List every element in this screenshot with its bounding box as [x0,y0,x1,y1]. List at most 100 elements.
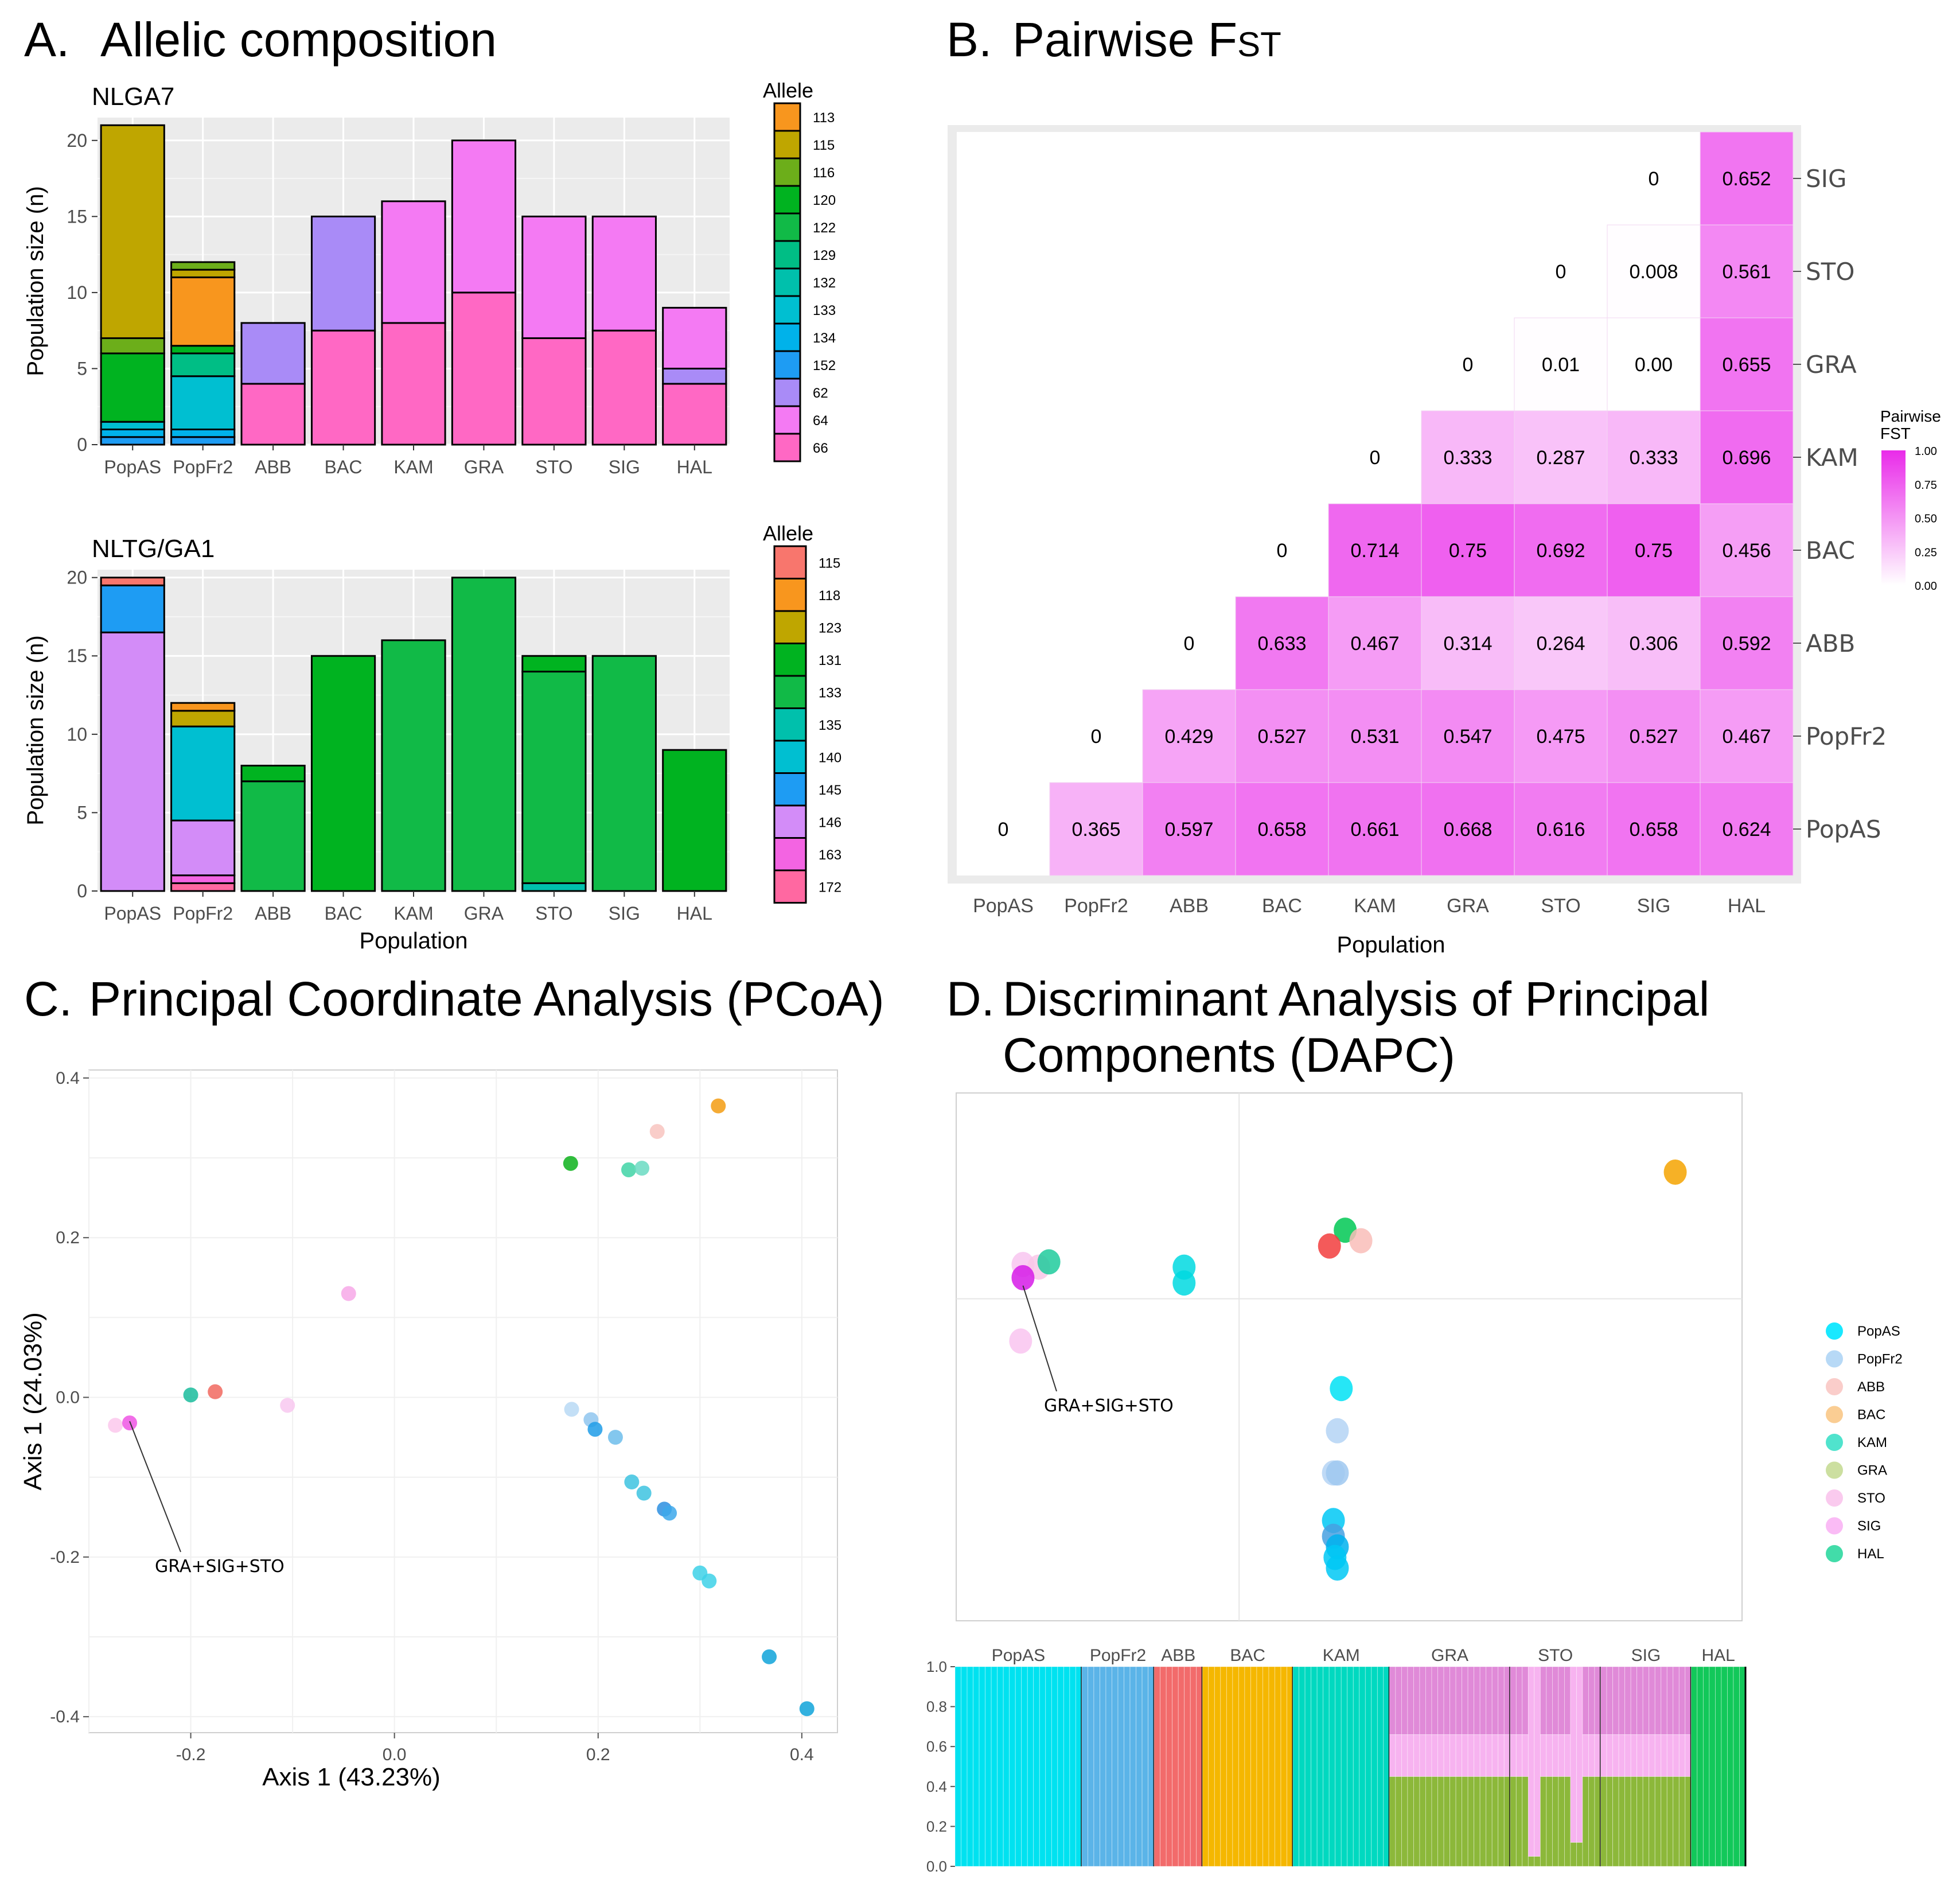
membership-bar-GRA-13-0 [1467,1776,1475,1867]
membership-bar-STO-8-1 [1558,1734,1565,1777]
panel-b-label: B. [946,13,992,67]
x-tick-label: ABB [255,457,291,477]
heat-cell-label: 0.668 [1443,819,1492,841]
membership-bar-BAC-0-0 [1202,1666,1209,1867]
legend-label: 172 [819,880,841,895]
membership-bar-BAC-10-0 [1262,1666,1269,1867]
scatter-point-2 [563,1155,578,1171]
bar-segment-STO-66 [521,337,587,446]
x-tick-label: GRA [464,903,504,924]
x-axis-title: Population [1336,932,1445,958]
membership-bar-STO-3-1 [1528,1666,1535,1857]
membership-bar-GRA-13-2 [1467,1666,1475,1735]
heat-cell-label: 0.655 [1722,354,1771,376]
legend-label: 132 [813,275,836,291]
dapc-point-0 [1663,1160,1687,1185]
membership-bar-GRA-13-1 [1467,1734,1475,1777]
scatter-point-7 [208,1384,223,1399]
y-tick-label: 15 [67,645,87,666]
membership-bar-SIG-11-0 [1666,1776,1674,1867]
membership-bar-STO-2-0 [1522,1776,1529,1867]
membership-bar-STO-13-0 [1588,1776,1595,1867]
legend-key-172 [773,869,807,904]
membership-bar-STO-7-0 [1552,1776,1559,1867]
heat-cell-label: 0 [998,819,1009,841]
heat-cell-SIG-ABB [1607,596,1701,690]
legend-key-132 [773,267,801,297]
bar-segment-STO-64 [521,215,587,339]
membership-bar-PopAS-19-0 [1069,1666,1076,1867]
membership-bar-GRA-1-0 [1395,1776,1402,1867]
legend-label: 140 [819,750,841,765]
y-tick-label: 0.4 [926,1778,947,1795]
membership-bar-GRA-15-1 [1479,1734,1487,1777]
membership-bar-PopAS-8-0 [1003,1666,1010,1867]
legend-label: 122 [813,220,836,236]
bar-segment-PopFr2-133 [170,375,236,430]
y-tick-label: PopFr2 [1806,722,1887,750]
membership-bar-PopFr2-4-0 [1105,1666,1112,1867]
heat-cell-HAL-GRA [1700,317,1794,411]
membership-bar-GRA-16-0 [1486,1776,1493,1867]
heat-cell-PopFr2-PopAS [1049,782,1143,876]
membership-bar-SIG-11-2 [1666,1666,1674,1735]
membership-bar-KAM-9-0 [1347,1666,1354,1867]
panel-c-title: Principal Coordinate Analysis (PCoA) [89,972,884,1026]
membership-bar-PopAS-17-0 [1057,1666,1064,1867]
membership-bar-STO-9-2 [1564,1666,1571,1735]
membership-bar-PopFr2-3-0 [1100,1666,1106,1867]
y-tick-label: 0 [77,434,87,455]
membership-bar-GRA-3-2 [1407,1666,1414,1735]
x-tick-label: 0.2 [586,1745,610,1764]
membership-bar-GRA-12-0 [1462,1776,1468,1867]
heat-cell-label: 0.429 [1164,726,1213,748]
y-tick-label: -0.4 [50,1707,80,1726]
legend-key-133 [773,675,807,709]
x-tick-label: PopFr2 [173,903,233,924]
heat-cell-ABB-PopFr2 [1142,689,1236,783]
membership-bar-KAM-14-0 [1377,1666,1384,1867]
membership-bar-BAC-9-0 [1256,1666,1263,1867]
heat-cell-label: 0.527 [1629,726,1678,748]
y-tick-label: 5 [77,358,87,379]
membership-bar-GRA-12-1 [1462,1734,1468,1777]
membership-bar-STO-0-2 [1510,1666,1517,1735]
legend-title-line1: Pairwise [1880,407,1941,425]
bar-segment-GRA-64 [451,139,517,294]
bar-segment-PopAS-116 [100,337,165,355]
heat-cell-SIG-KAM [1607,410,1701,504]
heat-cell-label: 0.75 [1449,540,1487,562]
membership-bar-HAL-6-0 [1727,1666,1734,1867]
heat-cell-STO-PopAS [1514,782,1608,876]
dapc-point-19 [1326,1555,1349,1581]
membership-bar-STO-6-2 [1546,1666,1553,1735]
legend-key-62 [773,378,801,407]
membership-bar-STO-14-1 [1594,1734,1601,1777]
x-axis-title: Population [359,928,467,954]
membership-bar-PopAS-15-0 [1045,1666,1052,1867]
membership-bar-SIG-3-0 [1618,1776,1626,1867]
bar-segment-HAL-131 [662,749,727,892]
legend-key-163 [773,837,807,871]
membership-bar-PopAS-13-0 [1033,1666,1040,1867]
bar-segment-PopAS-134 [100,428,165,438]
y-tick-label: 15 [67,206,87,227]
bar-segment-PopFr2-146 [170,819,236,877]
legend-label: 163 [819,847,841,863]
heat-cell-label: 0.75 [1635,540,1673,562]
membership-bar-ABB-7-0 [1196,1666,1203,1867]
membership-bar-GRA-8-2 [1437,1666,1444,1735]
legend-key-HAL [1826,1545,1843,1562]
legend-key-GRA [1826,1461,1843,1479]
membership-bar-PopAS-6-0 [991,1666,998,1867]
heat-cell-GRA-ABB [1421,596,1515,690]
scatter-point-21 [762,1649,777,1664]
y-tick-label: 0.0 [56,1388,80,1407]
legend-key-129 [773,240,801,270]
heat-cell-BAC-PopFr2 [1235,689,1329,783]
membership-bar-PopFr2-8-0 [1129,1666,1136,1867]
membership-bar-GRA-7-0 [1431,1776,1438,1867]
legend-label: 133 [819,685,841,701]
membership-bar-BAC-13-0 [1280,1666,1287,1867]
heat-cell-label: 0.531 [1350,726,1399,748]
